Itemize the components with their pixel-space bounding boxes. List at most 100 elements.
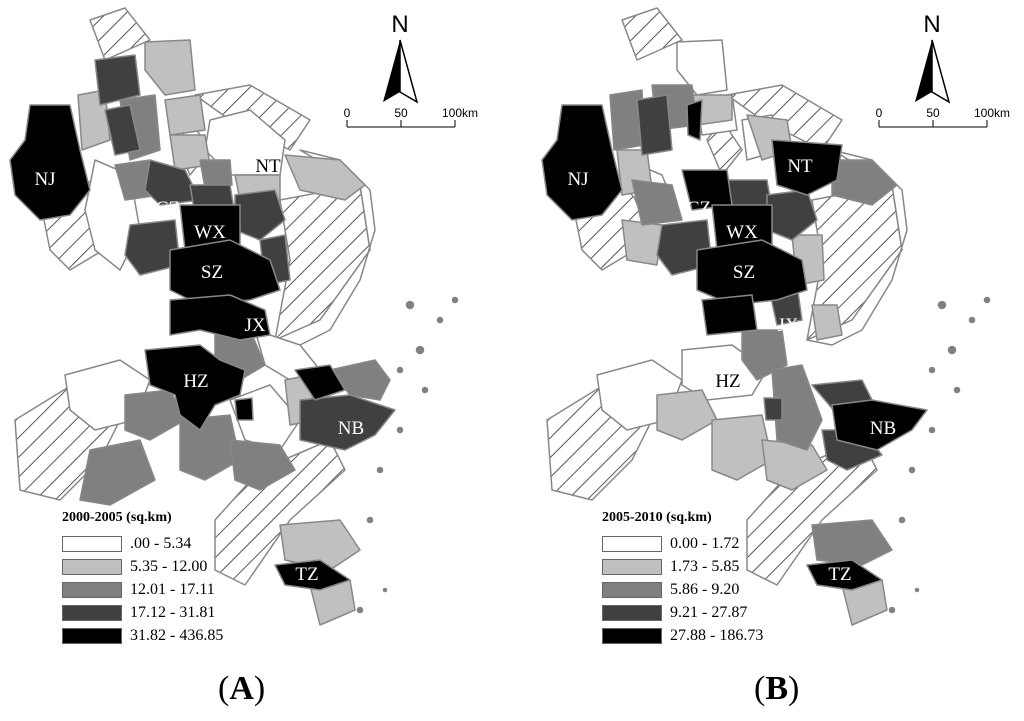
legend-swatch	[602, 581, 662, 598]
region	[806, 559, 883, 591]
island	[928, 426, 936, 434]
legend-label: 5.86 - 9.20	[670, 580, 740, 598]
region	[656, 389, 718, 441]
island	[436, 316, 444, 324]
region	[686, 99, 703, 141]
city-label-nj: NJ	[567, 169, 588, 190]
region	[299, 394, 396, 451]
legend-row: 12.01 - 17.11	[62, 578, 223, 601]
scale-label-zero: 0	[344, 106, 351, 120]
legend-swatch	[602, 627, 662, 644]
island	[947, 345, 957, 355]
region	[771, 364, 823, 451]
city-label-sz: SZ	[201, 262, 223, 283]
island	[888, 606, 896, 614]
city-label-hz: HZ	[183, 371, 208, 392]
legend-swatch	[62, 581, 122, 598]
region	[631, 179, 683, 226]
region	[229, 439, 296, 491]
region	[771, 139, 843, 196]
north-arrow: N	[915, 11, 951, 104]
region	[329, 359, 391, 401]
city-label-cz: CZ	[687, 198, 711, 219]
island	[928, 366, 936, 374]
legend-a: 2000-2005 (sq.km) .00 - 5.34 5.35 - 12.0…	[62, 510, 223, 647]
city-label-nb: NB	[338, 418, 364, 439]
legend-swatch	[602, 535, 662, 552]
scale-bar	[346, 120, 456, 128]
region	[294, 364, 346, 401]
region	[636, 94, 673, 156]
legend-label: 0.00 - 1.72	[670, 534, 740, 552]
island	[382, 587, 388, 593]
legend-label: 12.01 - 17.11	[130, 580, 215, 598]
region	[831, 159, 898, 206]
region	[79, 439, 156, 506]
legend-swatch	[62, 535, 122, 552]
region	[94, 54, 141, 106]
region	[144, 159, 201, 206]
region	[234, 397, 254, 421]
region	[541, 104, 623, 221]
scale-label-mid: 50	[394, 106, 408, 120]
legend-row: 1.73 - 5.85	[602, 555, 763, 578]
scale-label-mid: 50	[926, 106, 940, 120]
island	[396, 426, 404, 434]
scale-label-end: 100km	[974, 106, 1010, 120]
map-panel-b: NJ NT CZ WX SZ JX HZ NB TZ N 0 50 100km …	[532, 0, 1024, 721]
legend-swatch	[62, 627, 122, 644]
legend-swatch	[602, 558, 662, 575]
legend-swatch	[62, 604, 122, 621]
legend-row: .00 - 5.34	[62, 532, 223, 555]
scale-label-end: 100km	[442, 106, 478, 120]
island	[376, 466, 384, 474]
region	[711, 414, 773, 481]
region	[169, 294, 271, 341]
panel-label-b: (B)	[754, 670, 800, 707]
region	[696, 239, 808, 306]
north-label: N	[923, 11, 940, 38]
city-label-nt: NT	[787, 156, 813, 177]
legend-row: 9.21 - 27.87	[602, 601, 763, 624]
city-label-wx: WX	[194, 222, 226, 243]
city-label-tz: TZ	[828, 564, 851, 585]
city-label-cz: CZ	[156, 198, 180, 219]
region	[811, 519, 893, 566]
legend-row: 17.12 - 31.81	[62, 601, 223, 624]
island	[908, 466, 916, 474]
legend-label: 31.82 - 436.85	[130, 626, 224, 644]
island	[953, 386, 961, 394]
city-label-tz: TZ	[295, 564, 318, 585]
region	[9, 104, 91, 221]
north-arrow: N	[383, 11, 419, 104]
region	[144, 39, 196, 96]
map-panel-a: NJ NT CZ WX SZ JX HZ NB TZ N 0 50 100km …	[9, 7, 478, 707]
legend-b: 2005-2010 (sq.km) 0.00 - 1.72 1.73 - 5.8…	[602, 510, 763, 647]
no-data-region	[621, 7, 683, 61]
island	[356, 606, 364, 614]
legend-label: 27.88 - 186.73	[670, 626, 764, 644]
city-label-nt: NT	[255, 156, 281, 177]
island	[405, 300, 415, 310]
region	[169, 239, 281, 306]
region	[234, 189, 286, 241]
north-arrow-icon	[383, 40, 400, 102]
region	[284, 154, 366, 201]
region	[104, 104, 141, 156]
legend-label: 1.73 - 5.85	[670, 557, 740, 575]
region	[763, 397, 783, 421]
legend-row: 5.86 - 9.20	[602, 578, 763, 601]
map-a: NJ NT CZ WX SZ JX HZ NB TZ N 0 50 100km	[9, 7, 478, 626]
region	[199, 159, 233, 189]
region	[164, 94, 206, 136]
region	[621, 219, 663, 266]
city-label-nb: NB	[870, 418, 896, 439]
city-label-jx: JX	[777, 315, 798, 336]
region	[831, 399, 928, 451]
scale-label-zero: 0	[876, 106, 883, 120]
island	[415, 345, 425, 355]
north-arrow-icon	[915, 40, 932, 102]
legend-title: 2005-2010 (sq.km)	[602, 510, 712, 525]
city-label-nj: NJ	[34, 169, 55, 190]
region	[274, 559, 351, 591]
